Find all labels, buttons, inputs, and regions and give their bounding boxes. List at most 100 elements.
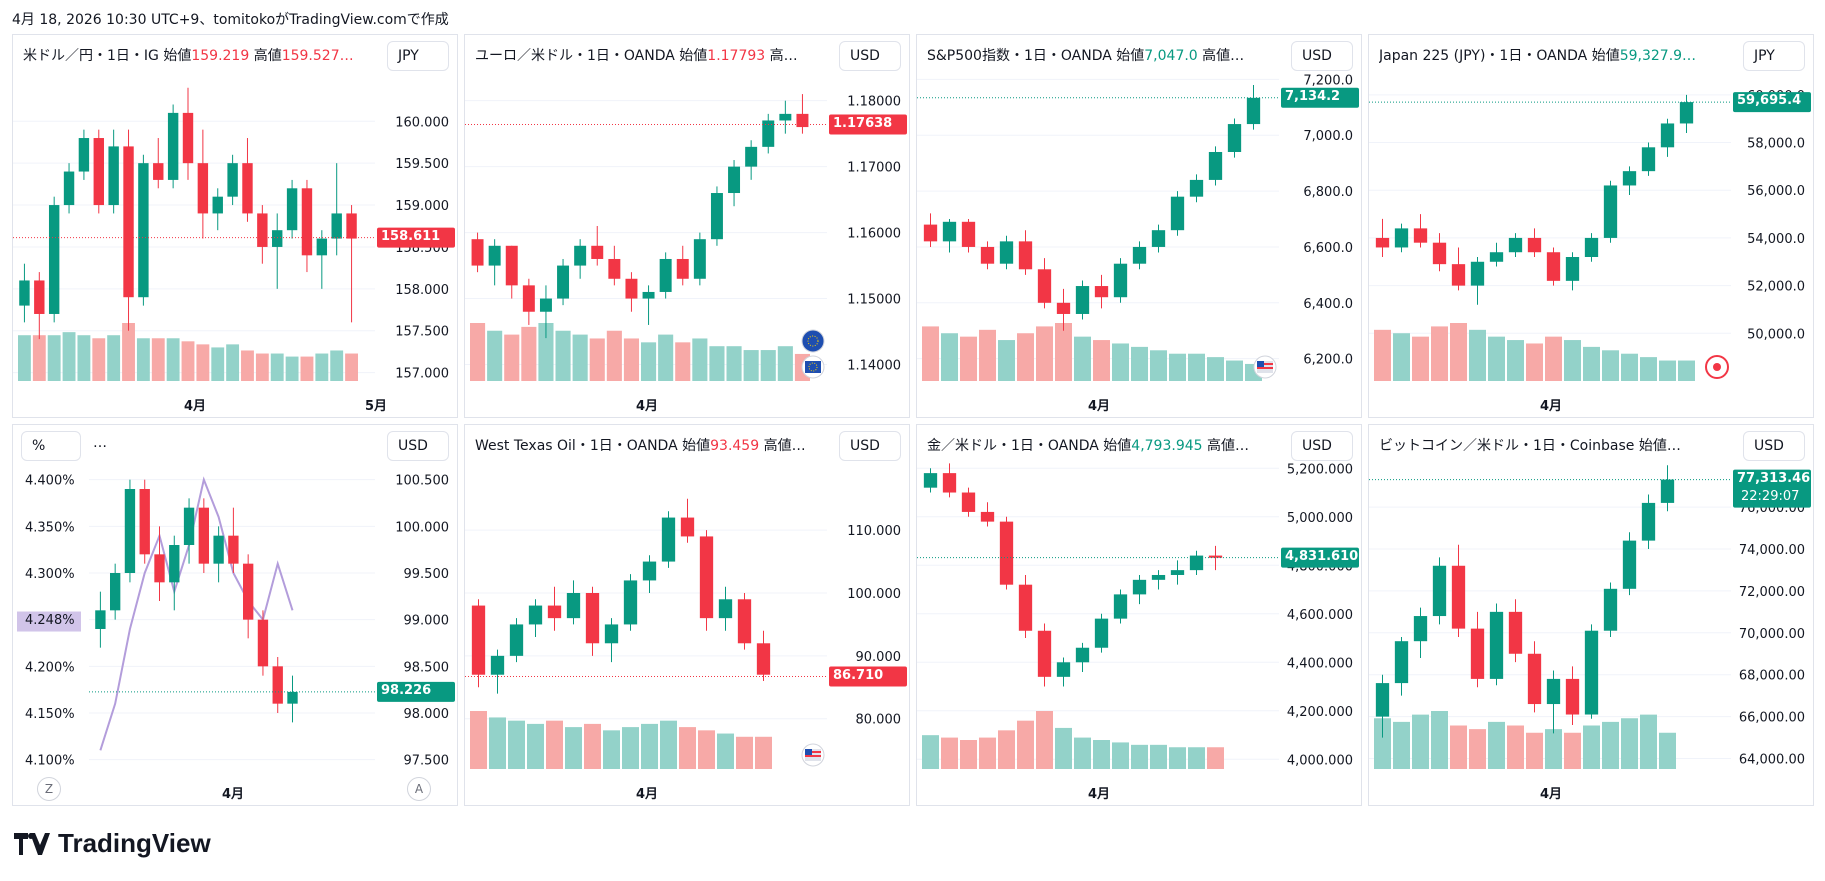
last-price-label: 98.226 <box>381 682 432 698</box>
currency-button[interactable]: USD <box>1291 41 1353 71</box>
candle-body <box>1132 246 1147 264</box>
currency-button[interactable]: USD <box>387 431 449 461</box>
candle-body <box>1508 611 1523 654</box>
volume-bar <box>538 323 554 381</box>
volume-bar <box>998 340 1015 381</box>
candle-body <box>1679 102 1694 124</box>
x-axis-label: 4月 <box>184 399 207 414</box>
currency-button[interactable]: JPY <box>1743 41 1805 71</box>
candle-body <box>1603 185 1618 238</box>
chart-panel-jp225[interactable]: 60,000.058,000.056,000.054,000.052,000.0… <box>1368 34 1814 418</box>
candle-body <box>242 163 253 214</box>
tradingview-logo[interactable]: TradingView <box>14 828 211 859</box>
volume-bar <box>315 353 329 381</box>
candle-body <box>1432 242 1447 265</box>
last-price-label-bg <box>1281 87 1359 108</box>
last-price-label-bg <box>1733 469 1811 508</box>
candle-body <box>287 691 298 704</box>
candle-body <box>756 643 771 675</box>
candle-body <box>272 230 283 247</box>
currency-button[interactable]: JPY <box>387 41 449 71</box>
volume-bar <box>606 330 622 381</box>
candle-body <box>1641 502 1656 541</box>
x-axis-label: 4月 <box>1088 399 1111 414</box>
volume-bar <box>1545 729 1562 769</box>
eu-flag-icon-2[interactable] <box>801 329 825 353</box>
x-axis-label: 4月 <box>1088 787 1111 802</box>
volume-bar <box>1507 725 1524 769</box>
y-tick-label: 66,000.00 <box>1739 711 1805 726</box>
chart-svg-spx[interactable]: 7,200.0 7,000.0 6,800.0 6,600.0 6,400.0 6,200… <box>917 35 1362 418</box>
currency-button[interactable]: USD <box>1743 431 1805 461</box>
y-tick-label: 100.500 <box>395 474 449 489</box>
volume-bar <box>679 727 696 769</box>
eu-flag-icon[interactable] <box>801 355 825 379</box>
volume-bar <box>922 735 939 769</box>
chart-svg-eurusd[interactable]: 1.18000 1.17000 1.16000 1.15000 1.14000 <box>465 35 910 418</box>
y-tick-label: 4,600.000 <box>1287 608 1353 623</box>
candle-body <box>608 258 621 279</box>
volume-bar <box>692 338 708 381</box>
y-tick-label: 58,000.0 <box>1747 137 1805 152</box>
candle-body <box>557 265 570 299</box>
last-price-label: 77,313.46 <box>1737 470 1811 486</box>
chart-panel-btcusd[interactable]: 76,000.00 74,000.00 72,000.00 70,000.00 68,0… <box>1368 424 1814 806</box>
chart-panel-spx[interactable]: 7,200.0 7,000.0 6,800.0 6,600.0 6,400.0 6,200… <box>916 34 1362 418</box>
volume-bar <box>760 350 776 381</box>
us-flag-icon[interactable] <box>1253 355 1277 379</box>
volume-bar <box>584 723 601 769</box>
chart-svg-jp225[interactable]: 60,000.058,000.056,000.054,000.052,000.0… <box>1369 35 1814 418</box>
chart-svg-xauusd[interactable]: 5,200.0005,000.0004,800.0004,600.0004,40… <box>917 425 1362 806</box>
y-tick-label: 7,200.0 <box>1303 73 1353 88</box>
candle-body <box>169 545 180 583</box>
candle-body <box>138 163 149 298</box>
title-open-label: 始値 <box>679 48 708 64</box>
chart-panel-wti[interactable]: 110.000 100.000 90.000 80.000 4月 86.710 West T… <box>464 424 910 806</box>
auto-scale-button[interactable]: A <box>407 777 431 801</box>
y-tick-label: 54,000.0 <box>1747 232 1805 247</box>
chart-panel-xauusd[interactable]: 5,200.0005,000.0004,800.0004,600.0004,40… <box>916 424 1362 806</box>
currency-button[interactable]: USD <box>839 41 901 71</box>
candle-body <box>1546 252 1561 281</box>
candle-body <box>661 517 676 562</box>
candle-body <box>509 624 524 656</box>
chart-svg-btcusd[interactable]: 76,000.0074,000.0072,000.0070,000.0068,0… <box>1369 425 1814 806</box>
candle-body <box>745 146 758 167</box>
volume-bar <box>1074 737 1091 769</box>
title-title-main: ユーロ／米ドル・1日・OANDA <box>475 48 675 64</box>
candle-body <box>591 245 604 259</box>
us-flag-icon[interactable] <box>801 743 825 767</box>
title-open-label: 始値 <box>163 48 192 64</box>
candle-body <box>1660 479 1675 503</box>
chart-panel-eurusd[interactable]: 1.18000 1.17000 1.16000 1.15000 1.14000 4月 1.1… <box>464 34 910 418</box>
volume-bar <box>709 346 725 381</box>
last-price-label-bg <box>1281 547 1359 568</box>
y-tick-label: 72,000.00 <box>1739 585 1805 600</box>
candle-body <box>123 146 134 298</box>
y-tick-label: 100.000 <box>847 587 901 602</box>
y-tick-label: 64,000.00 <box>1739 753 1805 768</box>
candle-body <box>1189 179 1204 197</box>
chart-svg-usdjpy[interactable]: 160.000159.500159.000158.500158.000157.5… <box>13 35 458 418</box>
last-price-label: 1.17638 <box>833 115 893 131</box>
candle-body <box>547 605 562 619</box>
currency-button[interactable]: USD <box>1291 431 1353 461</box>
jp-flag-icon[interactable] <box>1705 355 1729 379</box>
volume-bar <box>960 336 977 381</box>
volume-bar <box>675 342 691 381</box>
chart-panel-dxy[interactable]: 100.500 100.000 99.500 99.000 98.500 98.000 97… <box>12 424 458 806</box>
candle-body <box>34 280 45 314</box>
zoom-button[interactable]: Z <box>37 777 61 801</box>
candle-body <box>923 224 938 242</box>
candle-body <box>693 239 706 279</box>
candle-body <box>48 205 60 314</box>
candle-body <box>762 120 775 147</box>
candle-body <box>1470 628 1485 679</box>
candle-body <box>1151 574 1166 580</box>
chart-svg-dxy[interactable]: 100.500 100.000 99.500 99.000 98.500 98.000 97… <box>13 425 458 806</box>
currency-button[interactable]: USD <box>839 431 901 461</box>
volume-bar <box>1169 353 1186 381</box>
percent-scale-button[interactable]: % <box>21 431 81 461</box>
chart-svg-wti[interactable]: 110.000 100.000 90.000 80.000 <box>465 425 910 806</box>
chart-panel-usdjpy[interactable]: 160.000 159.500 159.000 158.500 158.000 157.5… <box>12 34 458 418</box>
